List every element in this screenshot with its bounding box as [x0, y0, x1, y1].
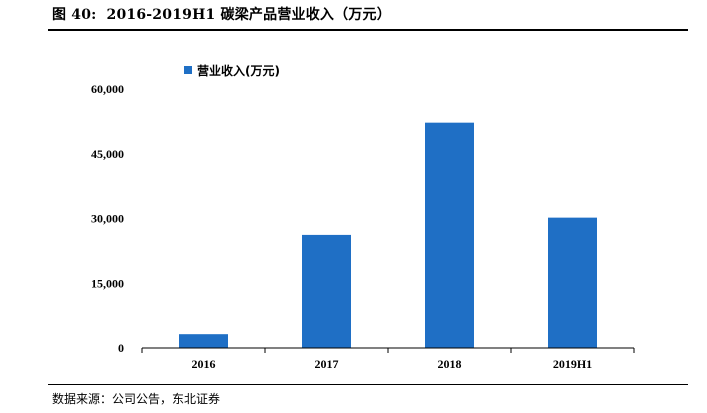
x-tick-label: 2019H1: [553, 357, 592, 371]
y-tick-label: 15,000: [91, 276, 124, 290]
y-tick-label: 60,000: [91, 82, 124, 96]
figure-title: 图 40: 2016-2019H1 碳梁产品营业收入（万元）: [52, 4, 391, 24]
y-axis: 0 15,000 30,000 45,000 60,000: [91, 82, 124, 355]
x-tick-label: 2016: [192, 357, 216, 371]
x-tick-label: 2017: [315, 357, 339, 371]
bottom-rule: [48, 384, 688, 385]
x-axis: 2016 2017 2018 2019H1: [192, 357, 593, 371]
top-rule: [48, 29, 688, 31]
bar-series: [179, 122, 597, 348]
x-axis-ticks: [141, 348, 635, 353]
bar-2017: [302, 234, 351, 348]
bar-2018: [425, 122, 474, 348]
source-note: 数据来源：公司公告，东北证券: [52, 392, 221, 406]
y-tick-label: 0: [118, 341, 124, 355]
figure-number: 图 40:: [52, 7, 97, 23]
legend-label: 营业收入(万元): [197, 63, 280, 78]
figure-title-text: 2016-2019H1 碳梁产品营业收入（万元）: [106, 7, 391, 23]
legend-swatch: [184, 66, 192, 74]
bar-2019H1: [548, 217, 597, 348]
chart-legend: 营业收入(万元): [184, 63, 280, 78]
x-tick-label: 2018: [438, 357, 462, 371]
y-tick-label: 30,000: [91, 212, 124, 226]
y-tick-label: 45,000: [91, 147, 124, 161]
bar-2016: [179, 334, 228, 348]
